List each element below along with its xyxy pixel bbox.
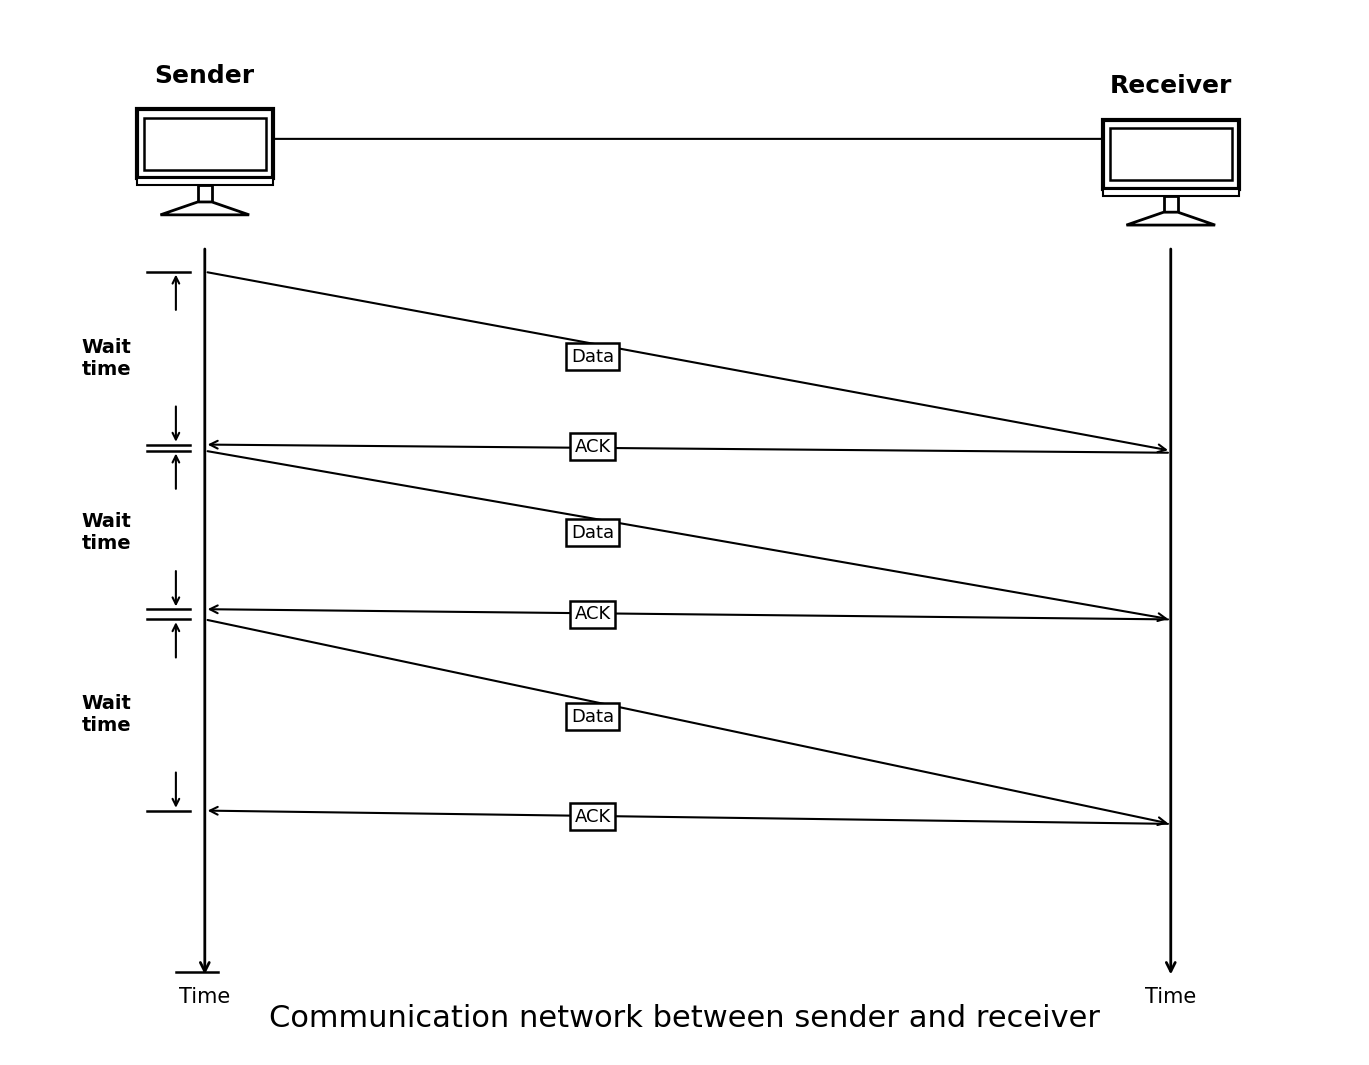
Text: Data: Data (571, 524, 615, 541)
Text: Wait
time: Wait time (81, 512, 131, 553)
Polygon shape (160, 202, 249, 215)
Text: ACK: ACK (575, 807, 611, 825)
FancyBboxPatch shape (144, 118, 266, 170)
Text: Time: Time (1144, 987, 1197, 1007)
Text: Receiver: Receiver (1110, 73, 1232, 98)
Text: Time: Time (179, 987, 230, 1007)
FancyBboxPatch shape (1103, 189, 1239, 196)
Bar (197, 185, 212, 202)
Polygon shape (1127, 212, 1216, 225)
FancyBboxPatch shape (1110, 128, 1232, 180)
FancyBboxPatch shape (137, 110, 272, 179)
FancyBboxPatch shape (1103, 119, 1239, 189)
Text: Wait
time: Wait time (81, 339, 131, 379)
Text: Communication network between sender and receiver: Communication network between sender and… (268, 1004, 1101, 1033)
FancyBboxPatch shape (137, 179, 272, 185)
Bar (1164, 196, 1177, 212)
Text: Data: Data (571, 347, 615, 365)
Text: ACK: ACK (575, 438, 611, 456)
Text: Wait
time: Wait time (81, 694, 131, 735)
Text: Data: Data (571, 707, 615, 725)
Text: ACK: ACK (575, 605, 611, 623)
Text: Sender: Sender (155, 64, 255, 87)
